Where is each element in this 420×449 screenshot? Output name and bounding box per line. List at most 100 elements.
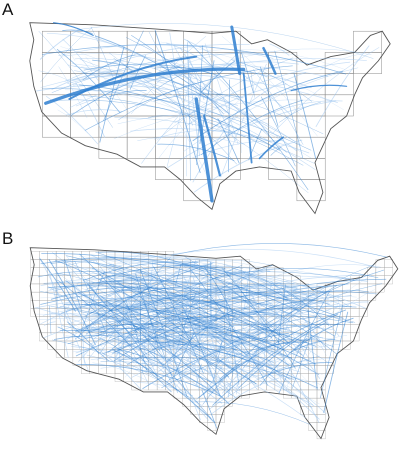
flow-line — [226, 353, 234, 376]
flow-line — [100, 365, 172, 374]
county-cell — [342, 332, 351, 342]
county-cell — [173, 389, 183, 399]
flow-line — [50, 286, 190, 300]
flow-line — [181, 263, 288, 299]
flow-line — [107, 329, 229, 402]
flow-line — [67, 64, 316, 171]
county-cell — [207, 397, 217, 407]
flow-line — [196, 45, 203, 166]
flow-line — [57, 272, 189, 329]
flow-lines — [36, 23, 380, 194]
state-cell — [155, 158, 184, 180]
flow-line — [99, 337, 172, 393]
flow-line — [173, 291, 197, 360]
flow-line — [64, 44, 250, 82]
flow-line — [166, 308, 236, 363]
flow-line — [81, 94, 304, 166]
flow-line — [219, 264, 375, 363]
flow-line — [108, 357, 233, 392]
state-cell — [296, 158, 326, 180]
flow-line — [165, 303, 339, 383]
flow-line — [270, 146, 282, 156]
flow-line — [192, 401, 312, 426]
flow-line — [75, 327, 310, 367]
flow-line — [143, 248, 379, 269]
flow-line — [117, 114, 270, 125]
flow-line — [173, 300, 191, 336]
flow-line — [97, 300, 270, 329]
flow-line — [77, 23, 374, 59]
flow-line — [60, 294, 208, 314]
flow-line — [129, 55, 146, 90]
county-cell — [39, 251, 48, 260]
flow-line — [65, 302, 280, 394]
major-flow-line — [194, 97, 214, 203]
flow-line — [232, 48, 372, 61]
major-flow-line — [230, 25, 242, 76]
flow-line — [104, 284, 143, 328]
county-cell — [39, 291, 48, 301]
flow-line — [50, 313, 184, 342]
county-cell — [72, 349, 82, 358]
state-cell — [211, 158, 241, 180]
flow-line — [65, 335, 196, 372]
state-cell — [240, 136, 269, 159]
flow-line — [147, 275, 267, 376]
flow-line — [101, 76, 185, 97]
flow-line — [79, 59, 309, 194]
flow-line — [95, 260, 174, 386]
flow-line — [147, 115, 175, 118]
flow-line — [67, 269, 69, 274]
flow-line — [98, 309, 317, 347]
county-cell — [316, 349, 326, 358]
flow-line — [146, 302, 317, 367]
flow-line — [168, 283, 383, 380]
county-cell — [241, 389, 250, 399]
flow-line — [243, 289, 317, 369]
flow-line — [232, 345, 286, 364]
flow-line — [120, 303, 291, 315]
flow-line — [292, 349, 294, 366]
flow-line — [100, 301, 193, 364]
state-cell — [42, 30, 71, 53]
flow-line — [337, 296, 341, 310]
flow-line — [82, 283, 295, 329]
flow-line — [307, 309, 318, 390]
flow-line — [153, 266, 204, 374]
county-cell — [39, 275, 48, 285]
flow-line — [109, 52, 159, 100]
county-cell — [39, 267, 48, 276]
flow-line — [117, 281, 273, 338]
flow-line — [211, 377, 280, 414]
flow-line — [171, 243, 388, 258]
flow-line — [136, 382, 194, 397]
flow-line — [160, 281, 271, 292]
flow-line — [39, 28, 81, 60]
flow-line — [231, 339, 264, 348]
flow-line — [315, 45, 370, 128]
flow-line — [117, 303, 218, 322]
flow-line — [321, 301, 369, 313]
flow-line — [115, 290, 324, 311]
county-cell — [47, 324, 57, 334]
county-cell — [384, 259, 393, 268]
flow-line — [145, 298, 202, 421]
flow-line — [130, 128, 310, 154]
county-cell — [384, 267, 393, 276]
county-cell — [350, 291, 360, 301]
flow-line — [259, 66, 279, 127]
flow-lines — [34, 243, 388, 429]
flow-line — [57, 279, 158, 378]
flow-line — [192, 277, 219, 364]
flow-line — [112, 284, 345, 354]
flow-line — [58, 43, 274, 59]
flow-line — [129, 253, 141, 263]
flow-line — [198, 268, 268, 283]
flow-line — [59, 306, 225, 371]
flow-line — [36, 313, 273, 369]
flow-line — [220, 63, 267, 178]
flow-line — [285, 320, 306, 392]
flow-line — [99, 257, 171, 354]
flow-line — [272, 47, 380, 134]
flow-line — [294, 317, 354, 350]
